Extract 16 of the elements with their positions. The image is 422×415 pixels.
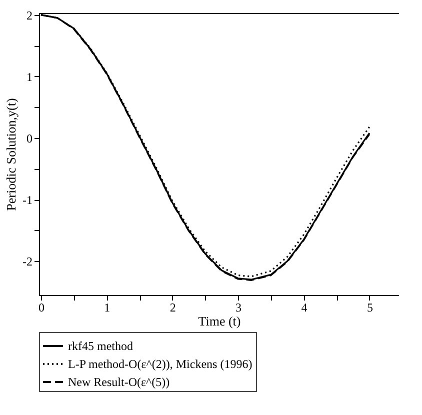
x-tick-label: 0 — [38, 300, 44, 314]
x-tick-label: 3 — [236, 300, 242, 314]
x-axis-title: Time (t) — [198, 314, 241, 328]
y-tick-label: 0 — [26, 131, 32, 146]
y-tick-label: -2 — [22, 254, 32, 269]
x-tick-label: 2 — [170, 300, 176, 314]
y-axis-title: Periodic Solution,y(t) — [4, 98, 19, 211]
x-tick-label: 1 — [104, 300, 110, 314]
y-tick-label: 1 — [26, 70, 32, 84]
y-tick-label: 2 — [26, 8, 32, 22]
legend-label: rkf45 method — [68, 339, 133, 353]
legend-label: New Result-O(ε^(5)) — [68, 375, 170, 389]
x-tick-label: 5 — [366, 300, 373, 314]
legend-label: L-P method-O(ε^(2)), Mickens (1996) — [68, 357, 252, 371]
x-tick-label: 4 — [301, 300, 308, 314]
y-tick-label: -1 — [22, 193, 32, 208]
